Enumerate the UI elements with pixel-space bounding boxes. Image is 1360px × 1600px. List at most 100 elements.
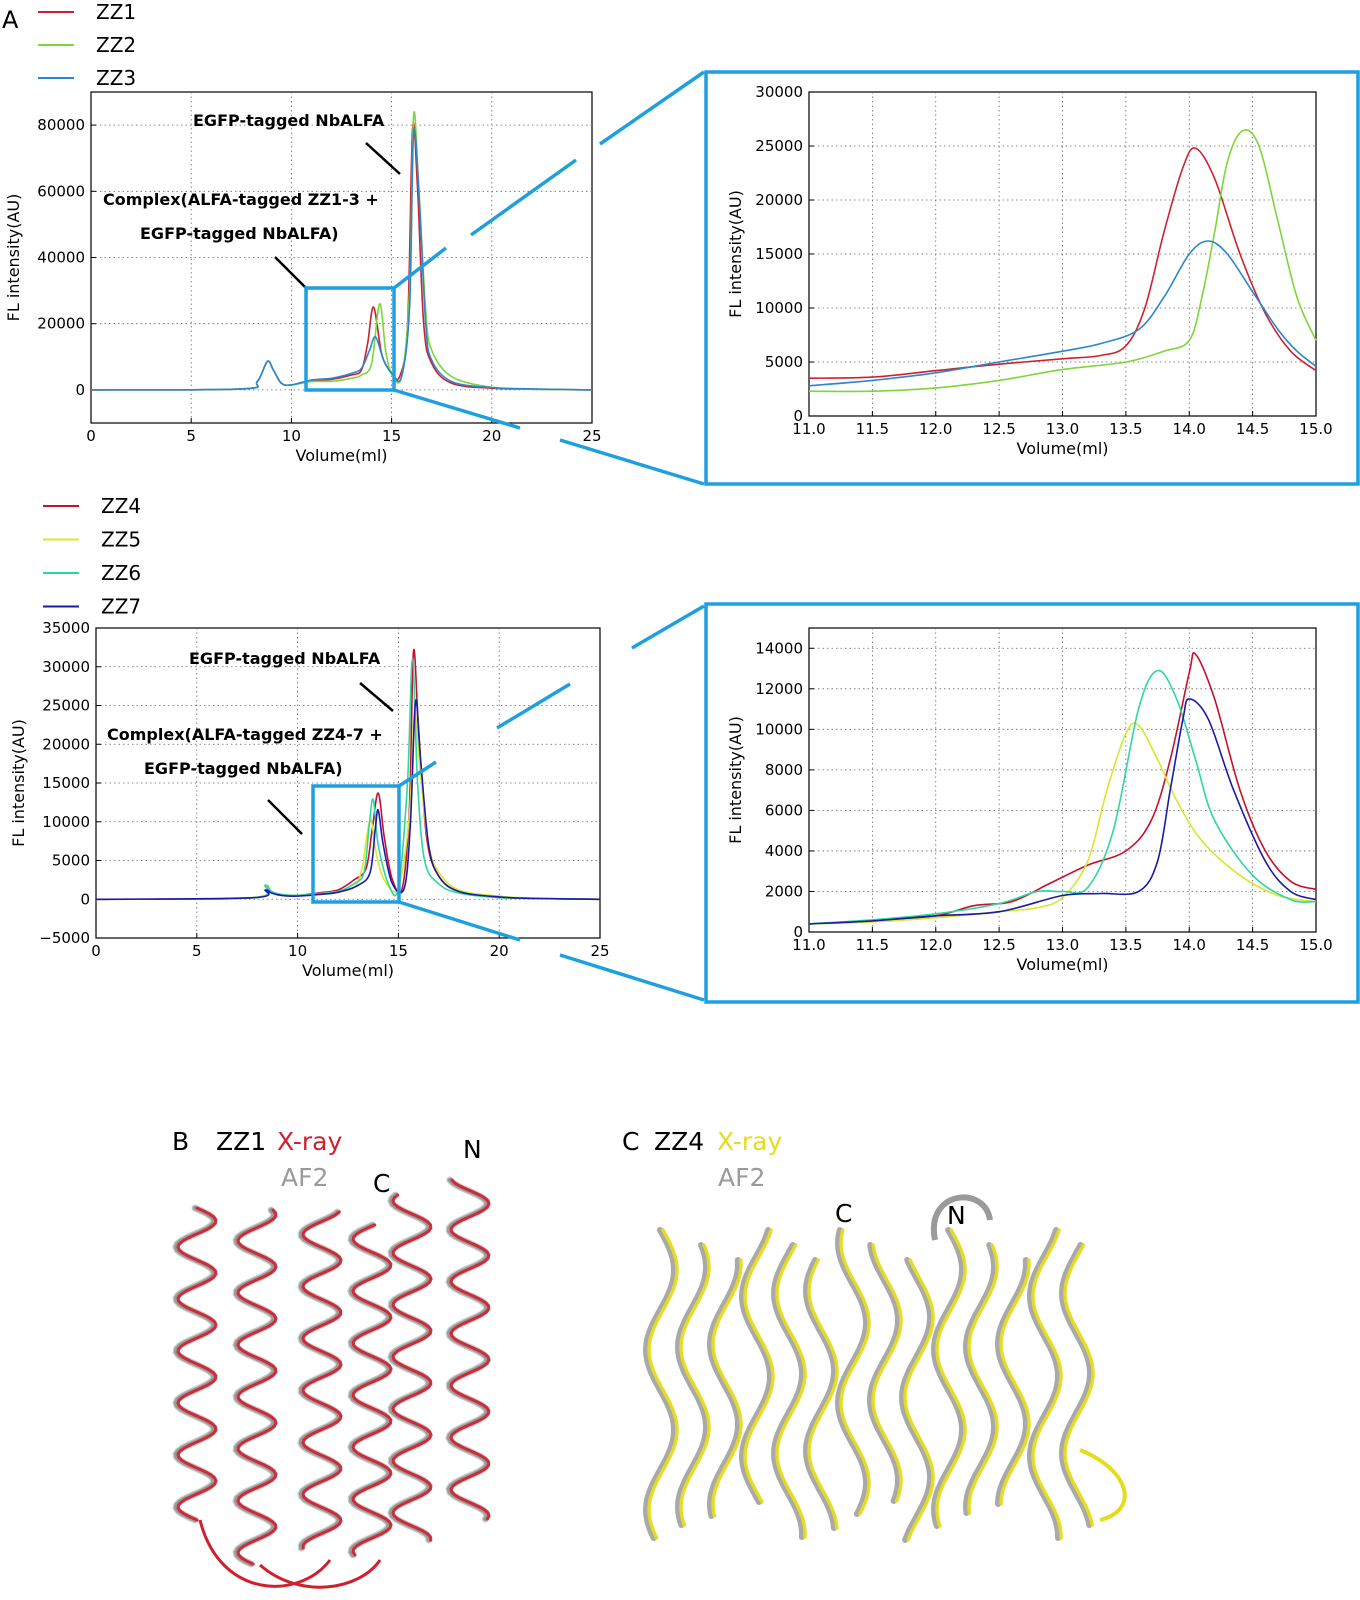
legend-bottom: ZZ4 ZZ5 ZZ6 ZZ7 (43, 494, 141, 619)
top-complex-annotation-line1: Complex(ALFA-tagged ZZ1-3 + (103, 190, 379, 209)
top-complex-pointer (274, 256, 309, 291)
strand-trace (770, 1242, 806, 1540)
bottom-zoom-callout (311, 602, 1360, 1004)
bottom-complex-pointer (267, 799, 303, 835)
y-tick-label: 0 (793, 407, 803, 425)
y-axis-label: FL intensity(AU) (726, 190, 745, 318)
bottom-zoom-connector-upper-b (496, 682, 571, 730)
strand-trace (642, 1227, 678, 1541)
helix-trace (176, 1206, 218, 1522)
y-tick-label: 14000 (755, 639, 803, 657)
y-tick-label: 15000 (755, 245, 803, 263)
chart-top-main: 0 5 10 15 20 25 0 20000 40000 60000 80000 Volume(ml… (4, 91, 602, 465)
x-tick-label: 0 (86, 427, 96, 445)
y-tick-label: 10000 (42, 813, 90, 831)
chart-bottom-main: 0 5 10 15 20 25−50000500010000150002000025000… (9, 619, 610, 980)
panel-c-xray-label: X-ray (717, 1127, 783, 1156)
strand-trace (1031, 1228, 1063, 1540)
panel-b-n-terminus: N (463, 1135, 482, 1164)
x-tick-label: 14.5 (1236, 936, 1269, 954)
x-tick-label: 25 (582, 427, 601, 445)
series-line-zz4 (808, 652, 1317, 925)
x-tick-label: 11.5 (856, 936, 889, 954)
strand-trace (738, 1227, 774, 1505)
x-axis-label: Volume(ml) (295, 446, 387, 465)
top-zoom-region-box (304, 286, 396, 392)
loop-trace (930, 1194, 993, 1241)
strand-trace (935, 1228, 967, 1528)
plot-frame (90, 91, 593, 424)
y-tick-label: 30000 (42, 658, 90, 676)
x-tick-label: 5 (192, 942, 202, 960)
x-tick-label: 15 (389, 942, 408, 960)
x-tick-label: 14.0 (1173, 936, 1206, 954)
panel-c-c-terminus: C (835, 1199, 852, 1228)
strand-trace (834, 1227, 870, 1517)
strand-trace (839, 1228, 871, 1516)
chart-bottom-zoom: 11.0 11.5 12.0 12.5 13.0 13.5 14.0 14.5 15.0 0 200… (726, 627, 1333, 974)
strand-trace (967, 1243, 999, 1515)
strand-trace (711, 1258, 743, 1518)
x-tick-label: 12.5 (982, 936, 1015, 954)
y-tick-label: 25000 (755, 137, 803, 155)
x-axis-label: Volume(ml) (1016, 955, 1108, 974)
x-tick-label: 12.0 (919, 420, 952, 438)
y-tick-label: 5000 (765, 353, 803, 371)
helix-trace (449, 1178, 491, 1521)
series-line-zz6 (95, 658, 601, 901)
y-tick-label: 10000 (755, 299, 803, 317)
top-zoom-connector-lower-b (559, 438, 705, 486)
series-line-zz6 (808, 669, 1317, 925)
y-tick-label: 20000 (755, 191, 803, 209)
x-axis-label: Volume(ml) (1016, 439, 1108, 458)
strand-trace (743, 1228, 775, 1504)
y-tick-label: 20000 (37, 315, 85, 333)
x-tick-label: 12.5 (982, 420, 1015, 438)
x-tick-label: 11.0 (792, 420, 825, 438)
y-tick-label: −5000 (39, 929, 90, 947)
bottom-zoom-frame (704, 602, 1360, 1004)
top-complex-annotation-line2: EGFP-tagged NbALFA) (140, 224, 339, 243)
zz1-structure-overlay (172, 1176, 491, 1589)
x-tick-label: 15 (382, 427, 401, 445)
x-tick-label: 14.0 (1173, 420, 1206, 438)
legend-label-zz2: ZZ2 (96, 33, 136, 57)
helix-trace (236, 1208, 278, 1566)
legend-label-zz1: ZZ1 (96, 0, 136, 24)
legend-label-zz6: ZZ6 (101, 561, 141, 585)
x-tick-label: 14.5 (1236, 420, 1269, 438)
strand-trace (994, 1257, 1030, 1507)
strand-trace (647, 1228, 679, 1540)
bottom-zoom-connector-upper-a (398, 760, 437, 788)
series-line-zz2 (808, 129, 1317, 393)
x-tick-label: 12.0 (919, 936, 952, 954)
panel-b-label: B (172, 1127, 189, 1156)
x-tick-label: 25 (590, 942, 609, 960)
x-axis-label: Volume(ml) (302, 961, 394, 980)
series-line-zz7 (95, 699, 601, 901)
y-axis-label: FL intensity(AU) (726, 716, 745, 844)
top-zoom-connector-upper-b (469, 158, 578, 237)
loop-trace (1079, 1448, 1127, 1522)
x-tick-label: 13.0 (1046, 420, 1079, 438)
helix-trace (351, 1223, 393, 1557)
strand-trace (674, 1242, 710, 1528)
strand-trace (871, 1243, 903, 1503)
x-tick-label: 15.0 (1299, 936, 1332, 954)
x-tick-label: 11.5 (856, 420, 889, 438)
y-tick-label: 0 (80, 890, 90, 908)
y-tick-label: 15000 (42, 774, 90, 792)
bottom-zoom-region-box (311, 784, 401, 904)
bottom-zoom-connector-lower-a (398, 900, 521, 942)
panel-c-protein-name: ZZ4 (654, 1127, 704, 1156)
strand-trace (903, 1258, 935, 1542)
strand-trace (930, 1227, 966, 1529)
bottom-peak-pointer (359, 682, 394, 712)
helix-trace (301, 1210, 343, 1550)
strand-trace (1063, 1243, 1095, 1527)
strand-trace (775, 1243, 807, 1539)
y-axis-label: FL intensity(AU) (9, 719, 28, 847)
y-axis-label: FL intensity(AU) (4, 194, 23, 322)
bottom-zoom-connector-upper-c (631, 604, 705, 650)
